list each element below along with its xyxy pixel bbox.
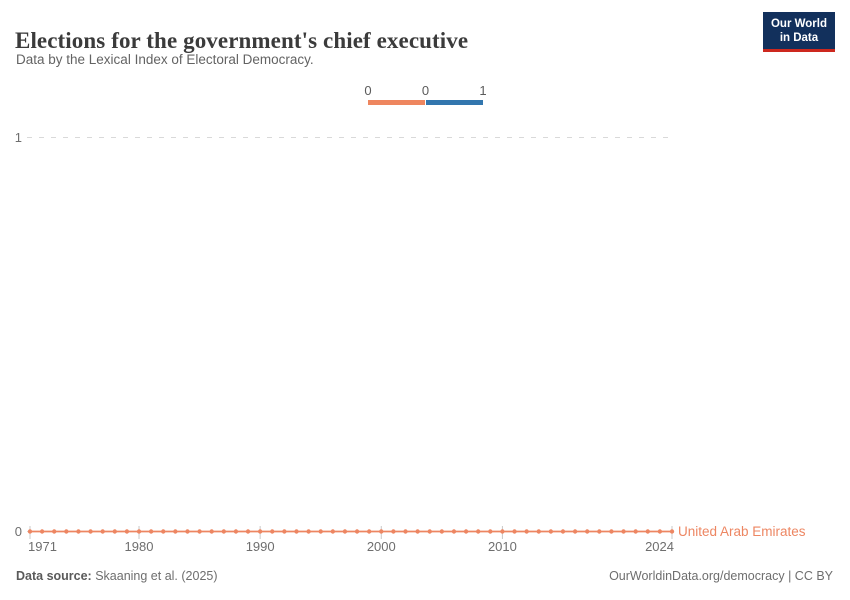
data-point[interactable] (609, 529, 614, 534)
color-scale-segment-orange (368, 100, 425, 105)
y-tick-label: 1 (15, 130, 22, 145)
data-point[interactable] (512, 529, 517, 534)
data-point[interactable] (439, 529, 445, 534)
data-point[interactable] (112, 529, 117, 534)
data-point[interactable] (233, 529, 239, 534)
data-point[interactable] (342, 529, 348, 534)
data-point[interactable] (633, 529, 638, 534)
data-point[interactable] (645, 529, 650, 534)
color-scale-bar (368, 100, 483, 105)
owid-logo-line1: Our World (770, 18, 827, 30)
data-point[interactable] (161, 529, 166, 534)
data-point[interactable] (415, 529, 420, 534)
color-scale-segment-blue (426, 100, 483, 105)
data-point[interactable] (657, 529, 663, 534)
color-scale-label-max: 1 (479, 83, 487, 98)
data-point[interactable] (88, 529, 93, 534)
x-tick-label: 1971 (28, 539, 57, 554)
data-point[interactable] (100, 529, 105, 534)
data-point[interactable] (560, 529, 566, 534)
chart-footer: Data source: Skaaning et al. (2025) OurW… (16, 569, 833, 583)
data-point[interactable] (597, 529, 602, 534)
x-tick-label: 2024 (645, 539, 674, 554)
data-point[interactable] (572, 529, 578, 534)
data-point[interactable] (524, 529, 529, 534)
data-point[interactable] (585, 529, 590, 534)
x-tick-label: 1980 (125, 539, 154, 554)
data-point[interactable] (52, 529, 57, 534)
data-point[interactable] (185, 529, 190, 534)
data-point[interactable] (39, 529, 45, 534)
page-title: Elections for the government's chief exe… (15, 28, 469, 54)
owid-logo[interactable]: Our World in Data (762, 12, 835, 52)
data-point[interactable] (366, 529, 372, 534)
x-tick-label: 1990 (246, 539, 275, 554)
data-point[interactable] (294, 529, 299, 534)
data-point[interactable] (245, 529, 251, 534)
data-source-value: Skaaning et al. (2025) (91, 569, 218, 583)
data-point[interactable] (76, 529, 81, 534)
data-point[interactable] (451, 529, 457, 534)
y-tick-label: 0 (15, 524, 22, 539)
data-point[interactable] (403, 529, 408, 534)
owid-logo-line2: in Data (779, 32, 819, 44)
data-source: Data source: Skaaning et al. (2025) (16, 569, 218, 583)
data-point[interactable] (148, 529, 154, 534)
data-point[interactable] (136, 529, 142, 534)
data-point[interactable] (463, 529, 469, 534)
data-point[interactable] (427, 529, 432, 534)
color-scale-label-min: 0 (364, 83, 372, 98)
data-point[interactable] (306, 529, 311, 534)
data-point[interactable] (536, 529, 541, 534)
data-point[interactable] (282, 529, 287, 534)
color-scale-labels: 0 0 1 (364, 83, 487, 99)
data-point[interactable] (488, 529, 493, 534)
data-point[interactable] (330, 529, 336, 534)
data-point[interactable] (500, 529, 505, 534)
credit-link[interactable]: OurWorldinData.org/democracy | CC BY (609, 569, 833, 583)
data-point[interactable] (318, 529, 323, 534)
color-scale-label-mid: 0 (421, 83, 430, 98)
data-point[interactable] (270, 529, 275, 534)
color-scale-legend: 0 0 1 (364, 83, 487, 105)
x-tick-label: 2000 (367, 539, 396, 554)
data-point[interactable] (354, 529, 360, 534)
data-point[interactable] (209, 529, 214, 534)
data-point[interactable] (64, 529, 69, 534)
data-point[interactable] (124, 529, 130, 534)
data-point[interactable] (475, 529, 481, 534)
data-point[interactable] (621, 529, 626, 534)
data-point[interactable] (257, 529, 263, 534)
data-point[interactable] (669, 529, 675, 534)
data-source-label: Data source: (16, 569, 92, 583)
data-point[interactable] (221, 529, 227, 534)
x-tick-label: 2010 (488, 539, 517, 554)
page-subtitle: Data by the Lexical Index of Electoral D… (16, 52, 314, 67)
data-point[interactable] (548, 529, 554, 534)
data-point[interactable] (173, 529, 178, 534)
data-point[interactable] (391, 529, 396, 534)
data-point[interactable] (379, 529, 384, 534)
data-point[interactable] (27, 529, 33, 534)
data-point[interactable] (197, 529, 202, 534)
series-label[interactable]: United Arab Emirates (678, 524, 806, 539)
